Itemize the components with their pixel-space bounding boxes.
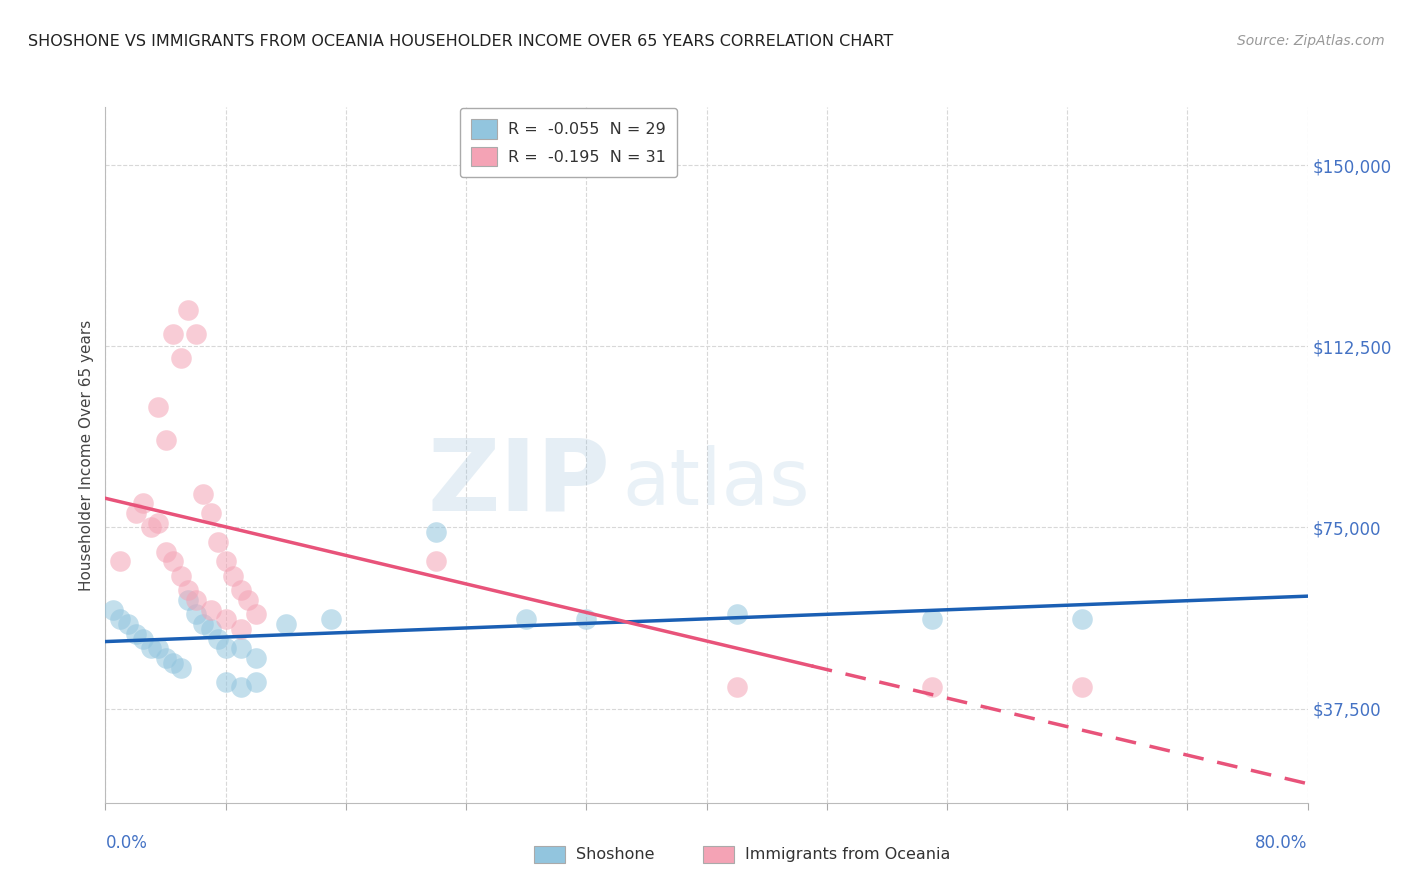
Point	[245, 651, 267, 665]
Point	[200, 622, 222, 636]
Point	[132, 632, 155, 646]
Point	[146, 400, 169, 414]
Point	[245, 607, 267, 622]
Point	[146, 516, 169, 530]
Point	[725, 680, 748, 694]
Point	[725, 607, 748, 622]
Point	[207, 534, 229, 549]
Point	[155, 434, 177, 448]
Point	[1071, 680, 1094, 694]
Point	[425, 554, 447, 568]
Point	[229, 641, 252, 656]
Point	[177, 303, 200, 318]
Point	[162, 554, 184, 568]
Point	[124, 506, 146, 520]
Point	[117, 617, 139, 632]
Point	[184, 607, 207, 622]
Point	[191, 617, 214, 632]
Text: Immigrants from Oceania: Immigrants from Oceania	[745, 847, 950, 862]
Point	[162, 327, 184, 342]
Y-axis label: Householder Income Over 65 years: Householder Income Over 65 years	[79, 319, 94, 591]
Point	[214, 612, 236, 626]
Point	[191, 486, 214, 500]
Text: 0.0%: 0.0%	[105, 834, 148, 852]
Text: atlas: atlas	[623, 445, 810, 521]
Point	[110, 554, 132, 568]
Point	[214, 641, 236, 656]
Point	[124, 626, 146, 640]
Text: Source: ZipAtlas.com: Source: ZipAtlas.com	[1237, 34, 1385, 48]
Point	[146, 641, 169, 656]
Point	[110, 612, 132, 626]
Point	[575, 612, 598, 626]
Point	[921, 612, 943, 626]
Point	[214, 554, 236, 568]
Point	[162, 656, 184, 670]
Point	[207, 632, 229, 646]
Point	[245, 675, 267, 690]
Point	[200, 602, 222, 616]
Point	[229, 680, 252, 694]
Point	[139, 520, 162, 534]
Point	[319, 612, 342, 626]
Point	[184, 327, 207, 342]
Point	[238, 592, 260, 607]
Point	[274, 617, 297, 632]
Text: Shoshone: Shoshone	[576, 847, 655, 862]
Point	[177, 583, 200, 598]
Point	[229, 583, 252, 598]
Point	[184, 592, 207, 607]
Point	[921, 680, 943, 694]
Point	[155, 651, 177, 665]
Point	[515, 612, 537, 626]
Point	[177, 592, 200, 607]
Text: 80.0%: 80.0%	[1256, 834, 1308, 852]
Point	[101, 602, 124, 616]
Point	[200, 506, 222, 520]
Legend: R =  -0.055  N = 29, R =  -0.195  N = 31: R = -0.055 N = 29, R = -0.195 N = 31	[460, 108, 676, 178]
Point	[222, 568, 245, 582]
Text: SHOSHONE VS IMMIGRANTS FROM OCEANIA HOUSEHOLDER INCOME OVER 65 YEARS CORRELATION: SHOSHONE VS IMMIGRANTS FROM OCEANIA HOUS…	[28, 34, 893, 49]
Point	[1071, 612, 1094, 626]
Point	[214, 675, 236, 690]
Point	[425, 525, 447, 540]
Point	[169, 660, 191, 674]
Point	[229, 622, 252, 636]
Point	[139, 641, 162, 656]
Point	[132, 496, 155, 510]
Point	[169, 568, 191, 582]
Point	[155, 544, 177, 558]
Point	[169, 351, 191, 366]
Text: ZIP: ZIP	[427, 434, 610, 532]
